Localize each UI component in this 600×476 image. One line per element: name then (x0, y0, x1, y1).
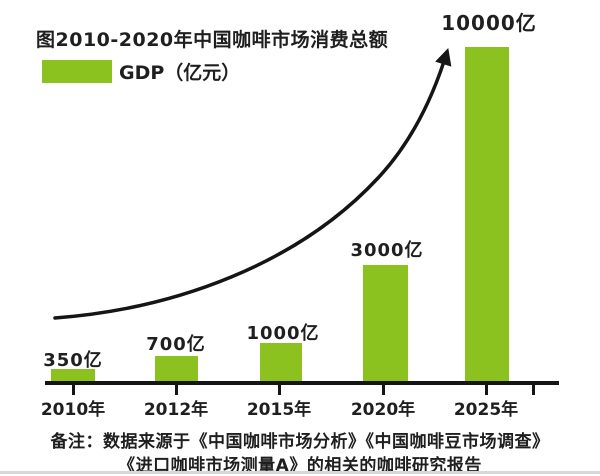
x-axis-label: 2020年 (350, 400, 416, 420)
x-axis-tick (485, 385, 488, 395)
bar-value-label: 3000亿 (350, 240, 424, 261)
x-axis-tick (532, 385, 535, 395)
x-axis-label: 2012年 (143, 400, 209, 420)
legend-swatch-icon (42, 60, 112, 83)
bottom-edge-divider (0, 471, 600, 474)
x-axis-label: 2010年 (40, 400, 106, 420)
bar-value-label: 10000亿 (441, 11, 537, 35)
x-axis-tick (72, 385, 75, 395)
legend-label: GDP（亿元） (119, 62, 241, 84)
bar-2020 (363, 265, 408, 381)
bar-2025 (465, 47, 509, 381)
bar-2015 (260, 343, 302, 381)
bar-2010 (51, 369, 95, 381)
x-axis-tick (278, 385, 281, 395)
x-axis-tick (382, 385, 385, 395)
x-axis-line (45, 381, 559, 385)
x-axis-tick (175, 385, 178, 395)
bar-2012 (155, 356, 198, 381)
bar-value-label: 350亿 (43, 350, 103, 371)
x-axis-label: 2015年 (246, 400, 312, 420)
bar-value-label: 1000亿 (246, 323, 320, 344)
source-note-line1: 备注：数据来源于《中国咖啡市场分析》《中国咖啡豆市场调查》 (50, 432, 550, 452)
x-axis-label: 2025年 (453, 400, 519, 420)
legend: GDP（亿元） (42, 58, 240, 85)
bar-value-label: 700亿 (146, 334, 206, 355)
chart-title: 图2010-2020年中国咖啡市场消费总额 (36, 29, 389, 51)
